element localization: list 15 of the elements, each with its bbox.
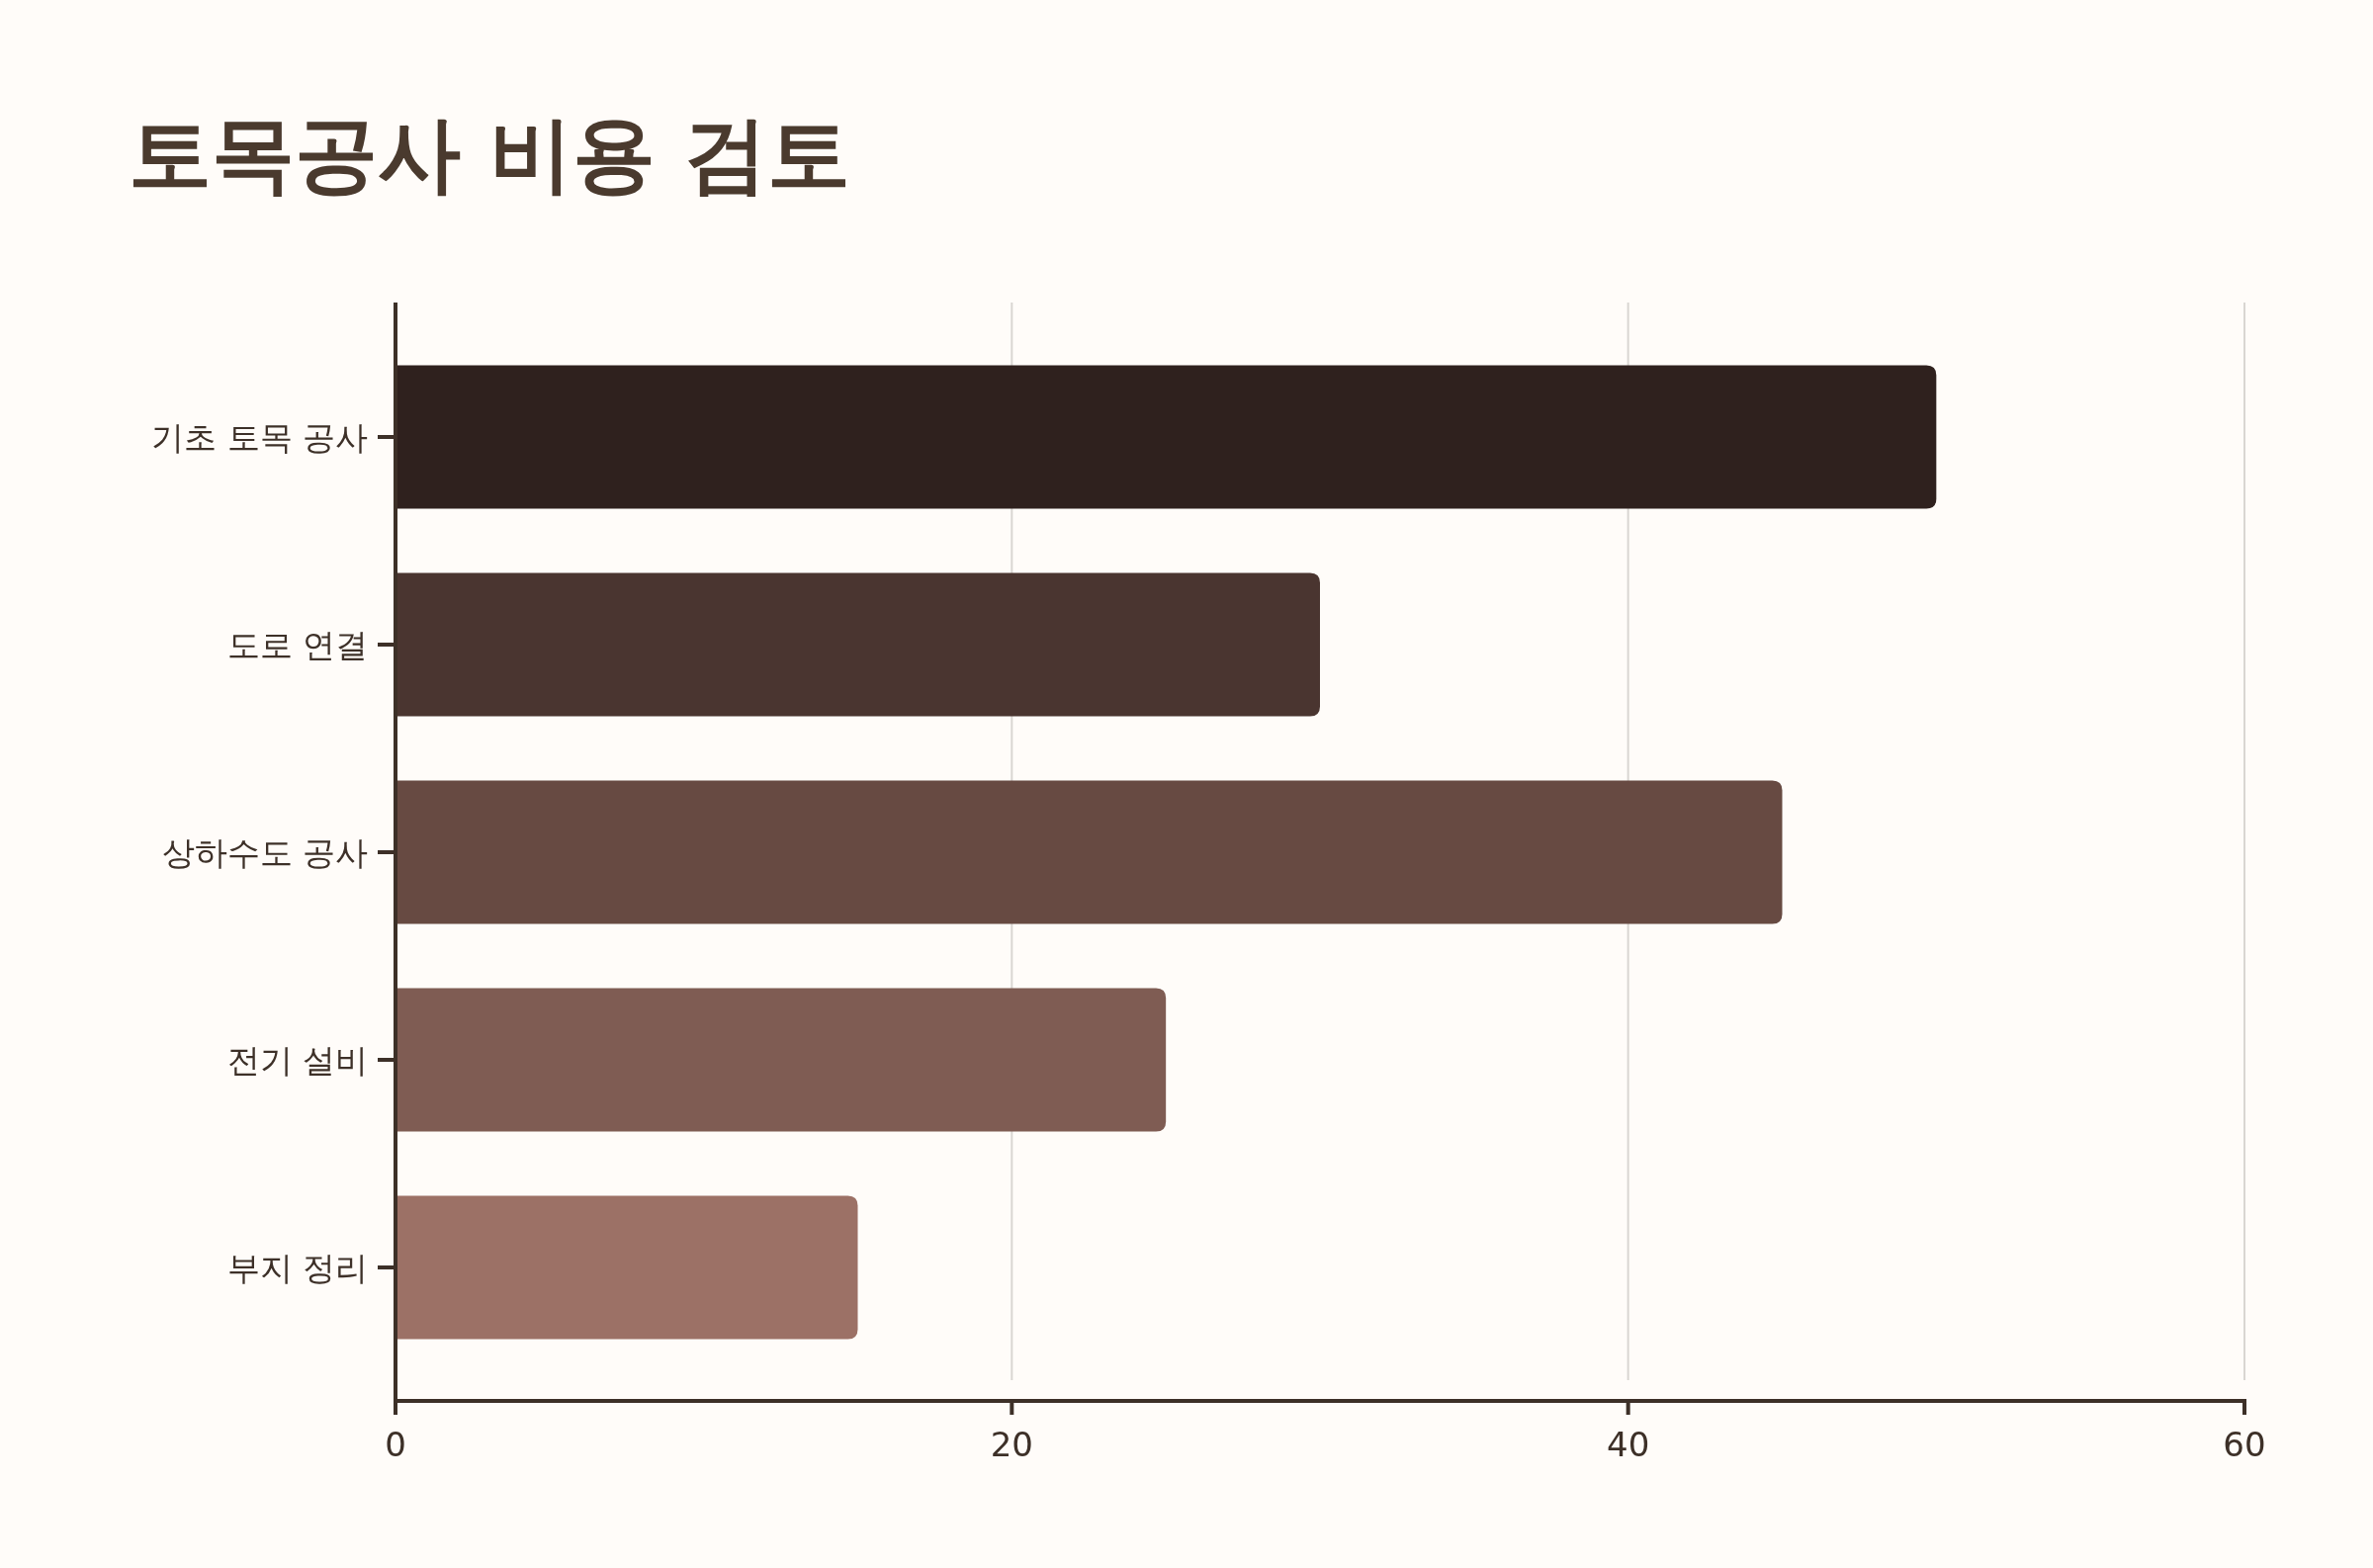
x-tick-label: 0: [385, 1425, 406, 1464]
y-tick-label: 부지 정리: [226, 1249, 368, 1287]
y-tick-label: 상하수도 공사: [161, 833, 368, 872]
y-tick-label: 전기 설비: [226, 1041, 368, 1080]
x-tick-label: 60: [2223, 1425, 2266, 1464]
bar: [396, 988, 1167, 1132]
bar: [396, 1195, 858, 1340]
x-tick-label: 20: [990, 1425, 1033, 1464]
chart-title: 토목공사 비용 검토: [129, 106, 851, 203]
y-tick-label: 기초 토목 공사: [151, 418, 368, 457]
bar: [396, 572, 1320, 717]
bar: [396, 365, 1937, 509]
y-tick-label: 도로 연결: [226, 626, 368, 664]
x-tick-label: 40: [1607, 1425, 1650, 1464]
bar: [396, 780, 1783, 924]
